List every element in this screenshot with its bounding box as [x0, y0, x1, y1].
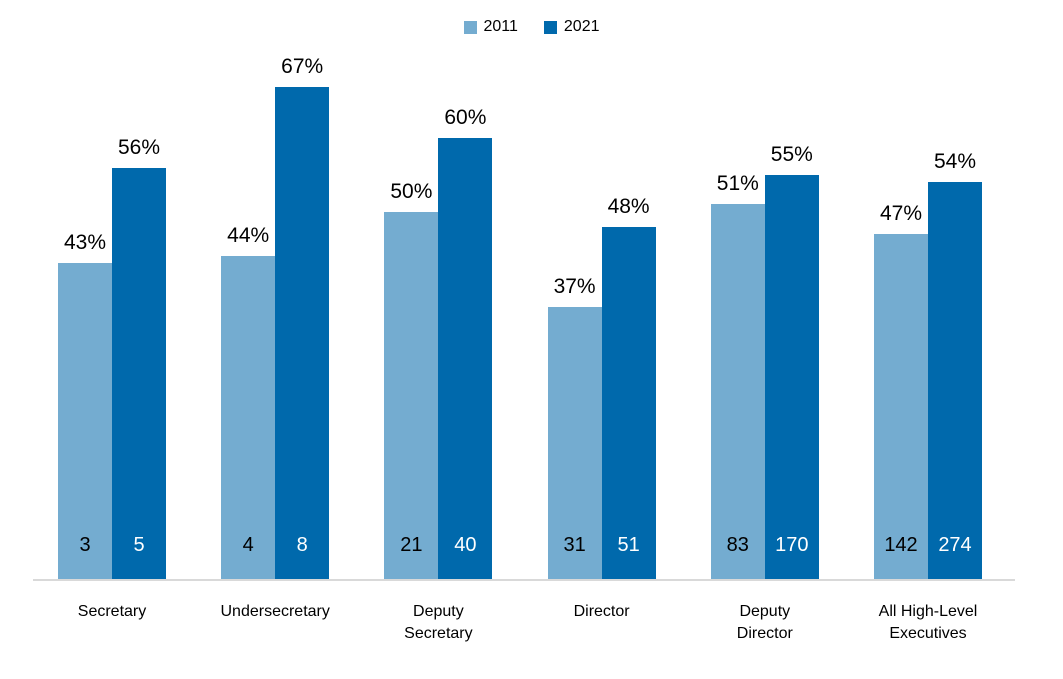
value-label-2011-deputy-director: 51% — [716, 172, 759, 195]
bar-2011-director — [547, 307, 602, 579]
value-label-2021-secretary: 56% — [117, 136, 161, 159]
value-label-2011-director: 37% — [553, 275, 596, 298]
count-label-2011-undersecretary: 4 — [242, 534, 254, 556]
legend-label-2021: 2021 — [563, 18, 600, 35]
category-label-secretary: Secretary — [77, 603, 147, 620]
bar-2021-deputy-secretary — [438, 138, 493, 579]
category-label-director: Director — [573, 603, 630, 620]
count-label-2021-secretary: 5 — [133, 534, 145, 556]
value-label-2021-director: 48% — [607, 195, 650, 218]
count-label-2021-director: 51 — [617, 534, 640, 556]
bar-2011-secretary — [58, 263, 112, 579]
count-label-2011-deputy-director: 83 — [726, 534, 749, 556]
bar-2021-secretary — [112, 168, 166, 579]
category-label-all-high-level-executives: All High-Level Executives — [878, 603, 978, 642]
legend-label-2011: 2011 — [483, 18, 518, 35]
bar-2021-all-high-level-executives — [928, 182, 982, 579]
bar-2021-director — [601, 227, 656, 579]
category-label-deputy-director: Deputy Director — [736, 603, 793, 642]
legend: 2011 2021 — [463, 18, 600, 35]
count-label-2021-all-high-level-executives: 274 — [938, 534, 972, 556]
count-label-2011-deputy-secretary: 21 — [400, 534, 423, 556]
bar-2021-deputy-director — [764, 175, 819, 579]
legend-swatch-2011 — [463, 20, 477, 34]
count-label-2011-director: 31 — [563, 534, 586, 556]
count-label-2021-deputy-secretary: 40 — [454, 534, 477, 556]
bar-2011-deputy-secretary — [384, 212, 439, 579]
bar-2021-undersecretary — [275, 87, 330, 579]
bar-2011-undersecretary — [221, 256, 276, 579]
legend-item-2011: 2011 — [463, 18, 518, 35]
x-axis-line — [33, 579, 1015, 581]
value-label-2011-secretary: 43% — [63, 231, 107, 254]
count-label-2011-all-high-level-executives: 142 — [884, 534, 918, 556]
value-label-2011-deputy-secretary: 50% — [390, 180, 433, 203]
category-label-undersecretary: Undersecretary — [220, 603, 330, 620]
value-label-2021-all-high-level-executives: 54% — [933, 150, 977, 173]
count-label-2021-deputy-director: 170 — [775, 534, 809, 556]
count-label-2021-undersecretary: 8 — [296, 534, 308, 556]
value-label-2011-all-high-level-executives: 47% — [879, 202, 923, 225]
bar-2011-all-high-level-executives — [874, 234, 928, 579]
count-label-2011-secretary: 3 — [79, 534, 91, 556]
value-label-2021-undersecretary: 67% — [281, 55, 324, 78]
legend-item-2021: 2021 — [543, 18, 600, 35]
value-label-2021-deputy-secretary: 60% — [444, 106, 487, 129]
value-label-2011-undersecretary: 44% — [227, 224, 270, 247]
bar-2011-deputy-director — [710, 204, 765, 579]
legend-swatch-2021 — [543, 20, 557, 34]
value-label-2021-deputy-director: 55% — [770, 143, 813, 166]
category-label-deputy-secretary: Deputy Secretary — [404, 603, 473, 642]
